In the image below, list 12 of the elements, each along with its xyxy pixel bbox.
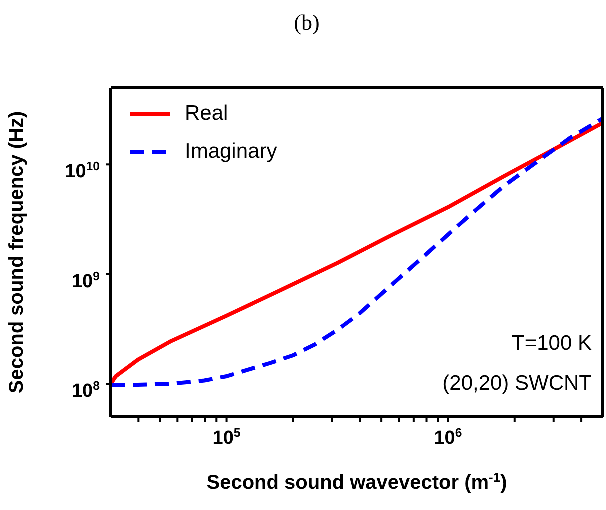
y-tick-label: 10$^{10}$ (65, 160, 100, 183)
y-tick-label: 10$^{8}$ (72, 378, 100, 402)
legend-label: Real (185, 102, 228, 126)
x-tick-label: 10$^{5}$ (212, 426, 241, 449)
annotation: (20,20) SWCNT (442, 372, 592, 395)
x-tick-label: 10$^{6}$ (434, 426, 462, 449)
legend-label: Imaginary (185, 140, 278, 164)
y-tick-label: 10$^{9}$ (72, 269, 100, 292)
chart-title: (b) (294, 10, 320, 35)
y-axis-title: Second sound frequency (Hz) (6, 111, 28, 394)
x-axis-title: Second sound wavevector (m$^{-1}$) (206, 470, 508, 494)
annotation: T=100 K (512, 332, 592, 355)
